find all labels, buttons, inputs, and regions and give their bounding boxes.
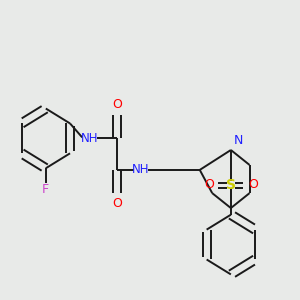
Text: NH: NH	[132, 164, 149, 176]
Text: NH: NH	[81, 132, 98, 145]
Text: S: S	[226, 178, 236, 192]
Text: O: O	[248, 178, 258, 191]
Text: O: O	[112, 98, 122, 111]
Text: F: F	[42, 183, 50, 196]
Text: O: O	[204, 178, 214, 191]
Text: N: N	[234, 134, 243, 147]
Text: O: O	[112, 197, 122, 210]
